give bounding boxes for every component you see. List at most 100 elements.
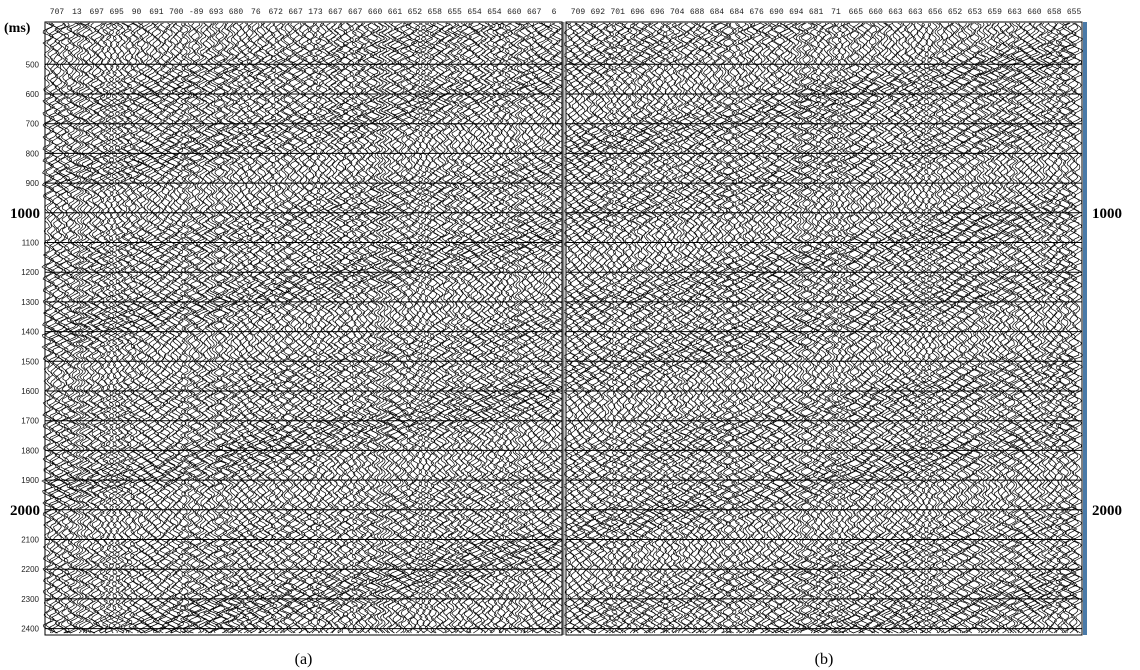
trace-wiggle <box>646 22 658 634</box>
trace-label: 681 <box>809 8 824 17</box>
time-label: 800 <box>26 149 40 158</box>
trace-label: 653 <box>968 8 983 17</box>
trace-wiggle <box>844 22 856 634</box>
trace-wiggle <box>182 22 194 634</box>
trace-label: 90 <box>132 8 142 17</box>
trace-wiggle <box>455 22 467 634</box>
trace-wiggle <box>754 22 766 634</box>
trace-wiggle <box>473 22 485 634</box>
trace-wiggle <box>979 22 991 634</box>
trace-wiggle <box>491 22 503 634</box>
trace-wiggle <box>41 22 53 634</box>
trace-wiggle <box>191 22 203 634</box>
trace-wiggle <box>916 22 928 634</box>
trace-wiggle <box>625 22 637 634</box>
time-label: 1300 <box>21 298 39 307</box>
trace-wiggle <box>973 22 985 634</box>
trace-wiggle <box>1039 22 1051 634</box>
trace-wiggle <box>434 22 446 634</box>
trace-wiggle <box>230 22 242 634</box>
trace-label: 654 <box>467 8 482 17</box>
trace-wiggle <box>305 22 317 634</box>
trace-wiggle <box>1018 22 1030 634</box>
trace-wiggle <box>583 22 595 634</box>
trace-wiggle <box>1027 22 1039 634</box>
trace-wiggle <box>92 22 104 634</box>
trace-wiggle <box>802 22 814 634</box>
trace-wiggle <box>685 22 697 634</box>
trace-wiggle <box>503 22 515 634</box>
trace-wiggle <box>1042 22 1054 634</box>
trace-wiggle <box>389 22 401 634</box>
trace-wiggle <box>970 22 982 634</box>
trace-wiggle <box>574 22 586 634</box>
time-label: 900 <box>26 179 40 188</box>
trace-wiggle <box>832 22 844 634</box>
trace-wiggle <box>1009 22 1021 634</box>
trace-wiggle <box>1021 22 1033 634</box>
trace-wiggle <box>530 22 542 634</box>
trace-wiggle <box>170 22 182 634</box>
trace-wiggle <box>967 22 979 634</box>
trace-label: 695 <box>109 8 124 17</box>
trace-wiggle <box>278 22 290 634</box>
trace-wiggle <box>107 22 119 634</box>
trace-label: 173 <box>308 8 323 17</box>
trace-wiggle <box>437 22 449 634</box>
trace-wiggle <box>527 22 539 634</box>
trace-wiggle <box>512 22 524 634</box>
trace-wiggle <box>934 22 946 634</box>
trace-wiggle <box>616 22 628 634</box>
trace-wiggle <box>673 22 685 634</box>
trace-label: 690 <box>769 8 784 17</box>
trace-label: 667 <box>348 8 363 17</box>
trace-wiggle <box>628 22 640 634</box>
trace-label: 665 <box>849 8 864 17</box>
trace-wiggle <box>1063 22 1075 634</box>
trace-wiggle <box>242 22 255 634</box>
trace-wiggle <box>943 22 955 634</box>
trace-wiggle <box>533 22 545 634</box>
trace-wiggle <box>401 22 413 634</box>
trace-wiggle <box>353 22 365 634</box>
trace-wiggle <box>518 22 530 634</box>
trace-wiggle <box>1015 22 1027 634</box>
trace-wiggle <box>784 22 796 634</box>
trace-label: 663 <box>908 8 923 17</box>
trace-wiggle <box>314 22 326 634</box>
time-label-right: 1000 <box>1092 206 1122 222</box>
trace-wiggle <box>266 22 278 634</box>
time-label: 1200 <box>21 268 39 277</box>
trace-wiggle <box>940 22 952 634</box>
trace-label: 694 <box>789 8 804 17</box>
trace-label: 654 <box>487 8 502 17</box>
trace-wiggle <box>793 22 805 634</box>
trace-wiggle <box>125 22 137 634</box>
trace-label: 696 <box>630 8 645 17</box>
trace-wiggle <box>212 22 224 634</box>
trace-wiggle <box>709 22 721 634</box>
trace-label: 663 <box>888 8 903 17</box>
trace-wiggle <box>293 22 305 634</box>
trace-label: 663 <box>1007 8 1022 17</box>
trace-wiggle <box>425 22 437 634</box>
trace-wiggle <box>104 22 116 634</box>
trace-wiggle <box>931 22 943 634</box>
unit-label: (ms) <box>4 21 31 36</box>
trace-wiggle <box>281 22 293 634</box>
trace-wiggle <box>829 22 841 634</box>
trace-wiggle <box>374 22 386 634</box>
time-label: 1000 <box>10 206 40 222</box>
trace-wiggle <box>398 22 410 634</box>
trace-wiggle <box>1069 22 1081 634</box>
trace-wiggle <box>697 22 709 634</box>
trace-wiggle <box>301 22 314 634</box>
trace-wiggle <box>71 22 83 634</box>
trace-label: 652 <box>948 8 963 17</box>
trace-wiggle <box>59 22 71 634</box>
trace-wiggle <box>667 22 679 634</box>
trace-wiggle <box>766 22 778 634</box>
trace-wiggle <box>823 22 835 634</box>
trace-label: 13 <box>72 8 82 17</box>
trace-wiggle <box>122 22 134 634</box>
